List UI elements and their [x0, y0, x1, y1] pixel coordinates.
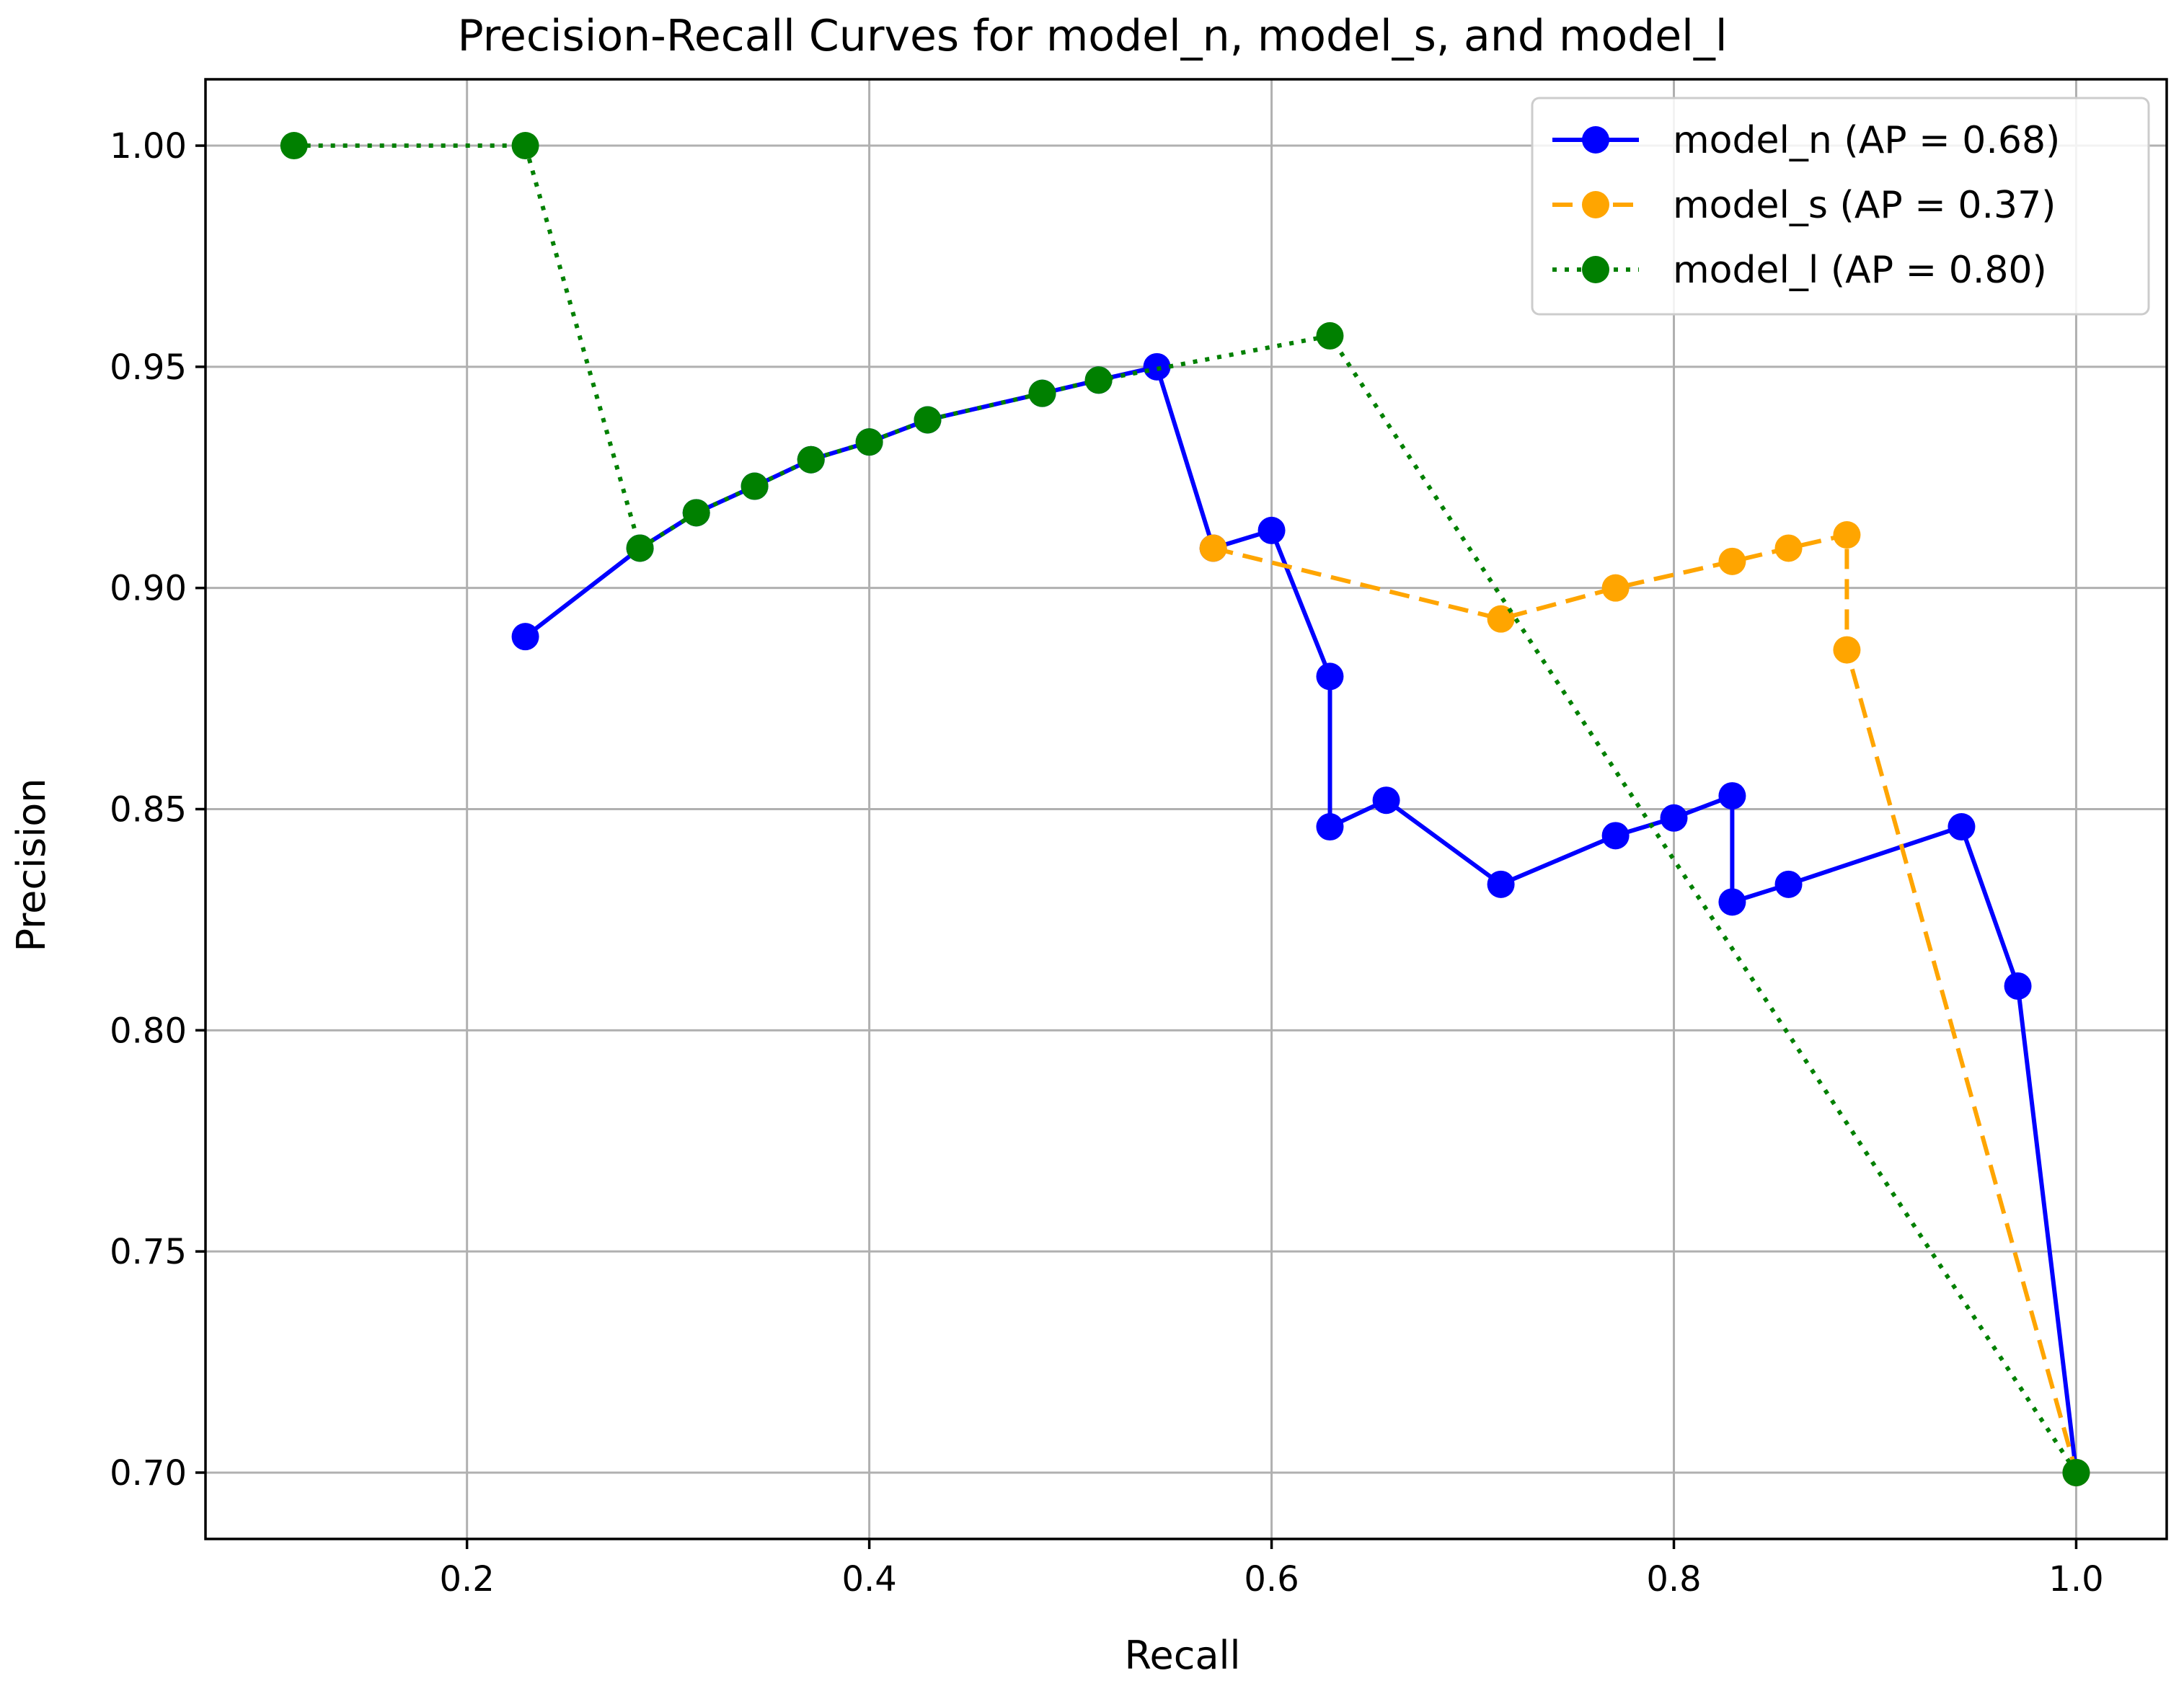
data-point [1487, 870, 1515, 898]
data-point [1316, 813, 1344, 841]
series-line [1212, 533, 2079, 1473]
data-point [914, 406, 942, 434]
data-point [511, 623, 539, 651]
chart-title: Precision-Recall Curves for model_n, mod… [457, 11, 1727, 61]
data-point [855, 428, 883, 456]
data-point [1487, 605, 1515, 633]
x-tick-label: 0.2 [439, 1559, 494, 1600]
y-tick-label: 0.70 [110, 1453, 187, 1494]
data-point [1774, 534, 1803, 562]
axis-ticks: 0.2 0.4 0.6 0.8 1.0 0.70 0.75 0.80 0.85 0.90 0.95 1… [110, 126, 2104, 1600]
legend: model_n (AP = 0.68) model_s (AP = 0.37) mo… [1531, 97, 2150, 316]
data-point [1028, 379, 1056, 407]
y-tick-label: 0.90 [110, 569, 187, 609]
plot-series [280, 132, 2090, 1486]
data-point [1084, 366, 1113, 394]
legend-box [1531, 97, 2150, 316]
data-point [1948, 813, 1976, 841]
series-1 [1199, 521, 2090, 1486]
data-point [1601, 574, 1630, 602]
data-point [1660, 804, 1688, 832]
y-tick-label: 0.75 [110, 1232, 187, 1272]
legend-label: model_l (AP = 0.80) [1673, 249, 2047, 292]
y-tick-label: 1.00 [110, 126, 187, 167]
data-point [1372, 786, 1400, 815]
y-tick-label: 0.80 [110, 1011, 187, 1051]
data-point [626, 534, 654, 562]
data-point [1316, 321, 1344, 350]
data-point [1601, 822, 1630, 850]
x-tick-label: 0.6 [1244, 1559, 1299, 1600]
x-tick-label: 0.4 [841, 1559, 896, 1600]
data-point [1199, 534, 1227, 562]
series-2 [280, 132, 2090, 1486]
data-point [1316, 662, 1344, 691]
x-tick-label: 0.8 [1646, 1559, 1701, 1600]
data-point [1257, 516, 1286, 544]
data-point [1718, 782, 1746, 810]
data-point [1718, 888, 1746, 916]
legend-marker [1582, 191, 1609, 218]
data-point [740, 472, 769, 500]
y-axis-label: Precision [9, 778, 54, 952]
data-point [1833, 636, 1861, 664]
data-point [1774, 870, 1803, 898]
data-point [797, 445, 825, 474]
data-point [1833, 521, 1861, 549]
legend-label: model_s (AP = 0.37) [1673, 184, 2056, 227]
data-point [1718, 547, 1746, 575]
data-point [682, 499, 710, 527]
legend-marker [1582, 126, 1609, 154]
x-axis-label: Recall [1124, 1633, 1240, 1678]
y-tick-label: 0.95 [110, 347, 187, 388]
data-point [2062, 1458, 2090, 1486]
series-line [293, 143, 2079, 1474]
data-point [280, 132, 308, 160]
x-tick-label: 1.0 [2048, 1559, 2103, 1600]
legend-label: model_n (AP = 0.68) [1673, 119, 2060, 162]
data-point [2004, 972, 2032, 1000]
data-point [511, 132, 539, 160]
legend-marker [1582, 256, 1609, 283]
y-tick-label: 0.85 [110, 790, 187, 830]
